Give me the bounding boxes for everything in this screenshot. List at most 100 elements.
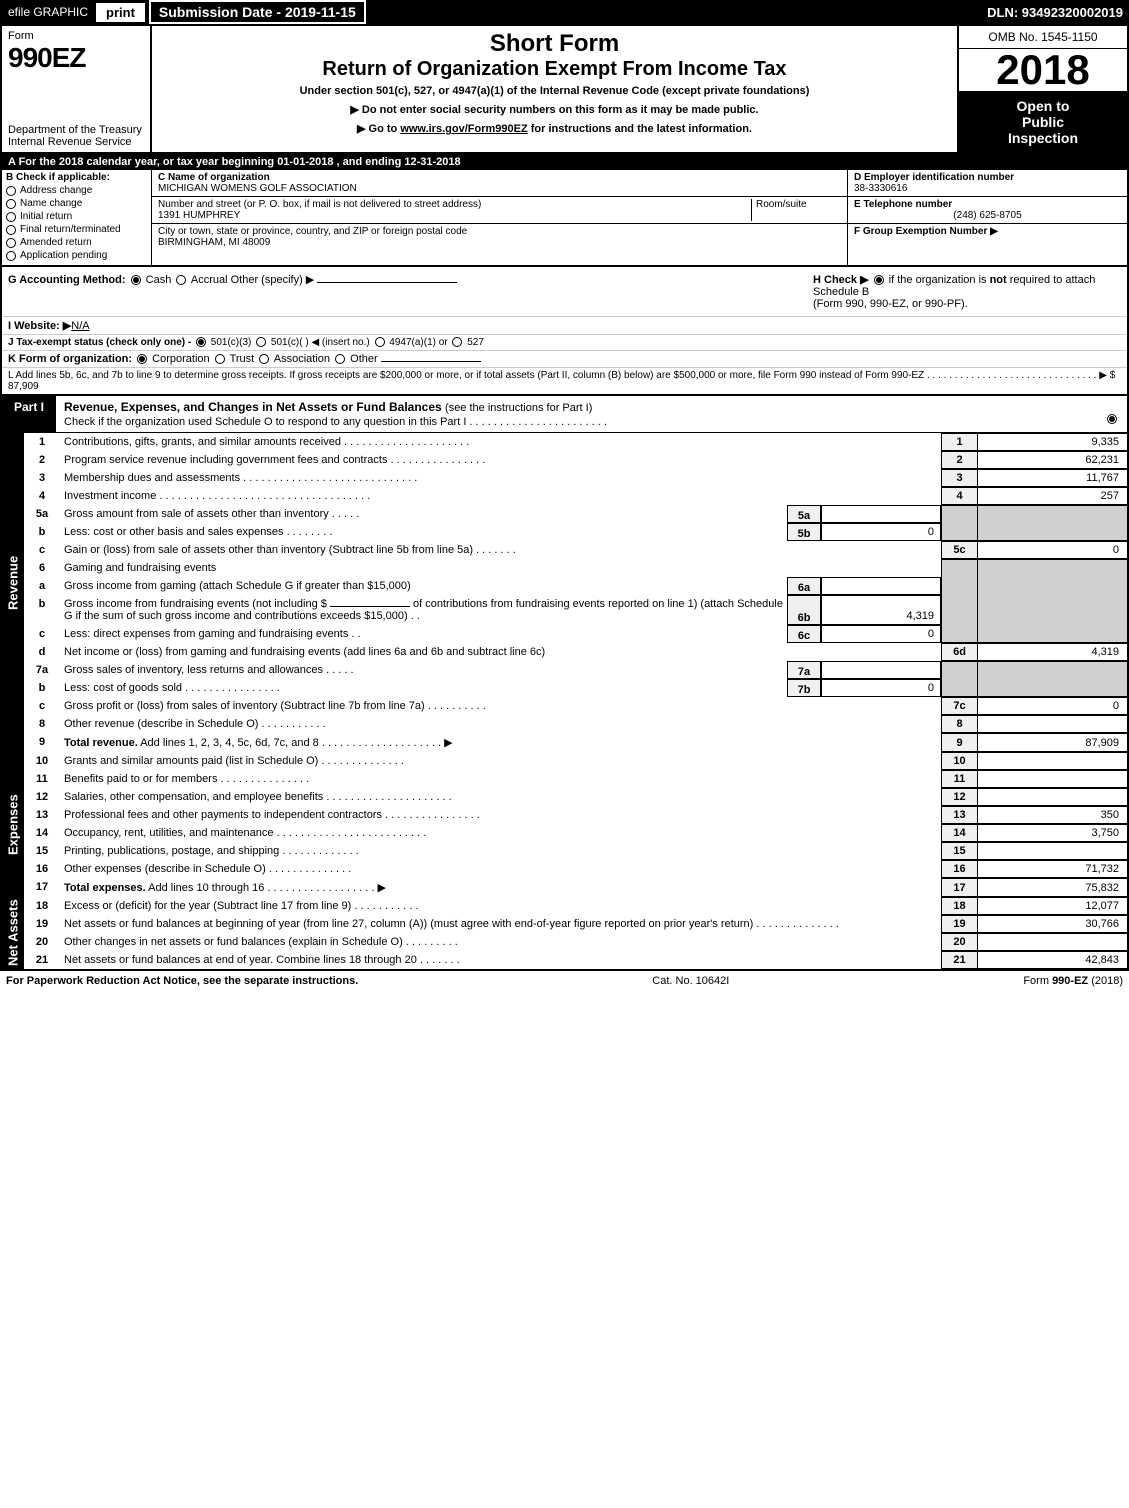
column-c-org-info: C Name of organization MICHIGAN WOMENS G…: [152, 170, 847, 265]
col-num: 3: [941, 469, 977, 487]
col-num: 13: [941, 806, 977, 824]
sub-num: 6b: [787, 595, 821, 625]
col-val: 0: [977, 541, 1127, 559]
phone-value: (248) 625-8705: [854, 210, 1121, 221]
col-num: 7c: [941, 697, 977, 715]
sub-num: 6c: [787, 625, 821, 643]
line-desc: Program service revenue including govern…: [60, 451, 941, 469]
table-row: c Gain or (loss) from sale of assets oth…: [2, 541, 1127, 559]
col-shaded: [941, 559, 977, 643]
table-row: 19 Net assets or fund balances at beginn…: [2, 915, 1127, 933]
check-label: Name change: [20, 198, 82, 209]
i-website: I Website: ▶N/A: [2, 316, 1127, 334]
no-ssn-instruction: ▶ Do not enter social security numbers o…: [164, 103, 945, 116]
radio-other-org[interactable]: [335, 354, 345, 364]
line-num: 17: [24, 878, 60, 897]
i-label: I Website: ▶: [8, 320, 71, 332]
col-val: 11,767: [977, 469, 1127, 487]
sub-num: 6a: [787, 577, 821, 595]
checkbox-icon: [6, 225, 16, 235]
goto-instruction: ▶ Go to www.irs.gov/Form990EZ for instru…: [164, 122, 945, 135]
table-row: 6 Gaming and fundraising events: [2, 559, 1127, 577]
other-org-input[interactable]: [381, 361, 481, 362]
print-button[interactable]: print: [96, 3, 145, 22]
j-label: J Tax-exempt status (check only one) -: [8, 337, 191, 348]
line-desc: Other expenses (describe in Schedule O) …: [60, 860, 941, 878]
col-shaded: [941, 505, 977, 541]
line-num: 4: [24, 487, 60, 505]
city-value: BIRMINGHAM, MI 48009: [158, 237, 270, 248]
other-specify-input[interactable]: [317, 282, 457, 283]
col-num: 18: [941, 897, 977, 915]
f-label: F Group Exemption Number ▶: [854, 226, 998, 237]
radio-assoc[interactable]: [259, 354, 269, 364]
part-title-text: Revenue, Expenses, and Changes in Net As…: [64, 400, 442, 414]
col-shaded: [941, 661, 977, 697]
radio-4947[interactable]: [375, 337, 385, 347]
col-num: 12: [941, 788, 977, 806]
check-label: Final return/terminated: [20, 224, 121, 235]
table-row: 9 Total revenue. Add lines 1, 2, 3, 4, 5…: [2, 733, 1127, 752]
phone-row: E Telephone number (248) 625-8705: [848, 197, 1127, 224]
info-block: B Check if applicable: Address change Na…: [0, 170, 1129, 267]
sub-val: 0: [821, 523, 941, 541]
radio-corp[interactable]: [137, 354, 147, 364]
table-row: 20 Other changes in net assets or fund b…: [2, 933, 1127, 951]
check-name-change[interactable]: Name change: [6, 198, 147, 209]
col-val: 4,319: [977, 643, 1127, 661]
line-desc: Salaries, other compensation, and employ…: [60, 788, 941, 806]
org-name-value: MICHIGAN WOMENS GOLF ASSOCIATION: [158, 183, 357, 194]
check-initial-return[interactable]: Initial return: [6, 211, 147, 222]
line-desc: Gross sales of inventory, less returns a…: [60, 661, 787, 679]
other-label: Other (specify) ▶: [231, 274, 315, 286]
line-num: 6: [24, 559, 60, 577]
header-left: Form 990EZ Department of the Treasury In…: [2, 26, 152, 152]
netassets-section-label: Net Assets: [2, 897, 24, 969]
col-val: 42,843: [977, 951, 1127, 969]
h-label: H Check ▶: [813, 274, 869, 286]
col-val: 9,335: [977, 433, 1127, 451]
line-num: 8: [24, 715, 60, 733]
dln-value: DLN: 93492320002019: [987, 5, 1129, 20]
col-shaded: [977, 559, 1127, 643]
sub-num: 5b: [787, 523, 821, 541]
table-row: 17 Total expenses. Add lines 10 through …: [2, 878, 1127, 897]
radio-527[interactable]: [452, 337, 462, 347]
checkbox-icon: [6, 186, 16, 196]
line-desc: Net assets or fund balances at beginning…: [60, 915, 941, 933]
gh-row: G Accounting Method: Cash Accrual Other …: [2, 267, 1127, 316]
table-row: Revenue 1 Contributions, gifts, grants, …: [2, 433, 1127, 451]
col-num: 9: [941, 733, 977, 752]
line-desc: Investment income . . . . . . . . . . . …: [60, 487, 941, 505]
check-final-return[interactable]: Final return/terminated: [6, 224, 147, 235]
check-label: Application pending: [20, 250, 107, 261]
contrib-input[interactable]: [330, 606, 410, 607]
line-num: 1: [24, 433, 60, 451]
footer-left: For Paperwork Reduction Act Notice, see …: [6, 975, 358, 987]
col-val: 71,732: [977, 860, 1127, 878]
line-desc: Total revenue. Add lines 1, 2, 3, 4, 5c,…: [60, 733, 941, 752]
form-number: 990EZ: [8, 42, 144, 74]
radio-cash[interactable]: [131, 275, 141, 285]
column-def: D Employer identification number 38-3330…: [847, 170, 1127, 265]
line-num: c: [24, 541, 60, 559]
sub-val: [821, 505, 941, 523]
open-line-1: Open to: [1017, 98, 1070, 114]
check-amended-return[interactable]: Amended return: [6, 237, 147, 248]
line-num: 16: [24, 860, 60, 878]
opt-4947: 4947(a)(1) or: [389, 337, 447, 348]
table-row: 14 Occupancy, rent, utilities, and maint…: [2, 824, 1127, 842]
line-num: b: [24, 523, 60, 541]
irs-link[interactable]: www.irs.gov/Form990EZ: [400, 123, 527, 135]
radio-accrual[interactable]: [176, 275, 186, 285]
checkbox-icon: [6, 251, 16, 261]
schedule-o-checkbox[interactable]: [1107, 414, 1117, 424]
col-num: 19: [941, 915, 977, 933]
radio-501c3[interactable]: [196, 337, 206, 347]
radio-trust[interactable]: [215, 354, 225, 364]
col-val: 257: [977, 487, 1127, 505]
radio-h[interactable]: [874, 275, 884, 285]
check-application-pending[interactable]: Application pending: [6, 250, 147, 261]
radio-501c[interactable]: [256, 337, 266, 347]
check-address-change[interactable]: Address change: [6, 185, 147, 196]
